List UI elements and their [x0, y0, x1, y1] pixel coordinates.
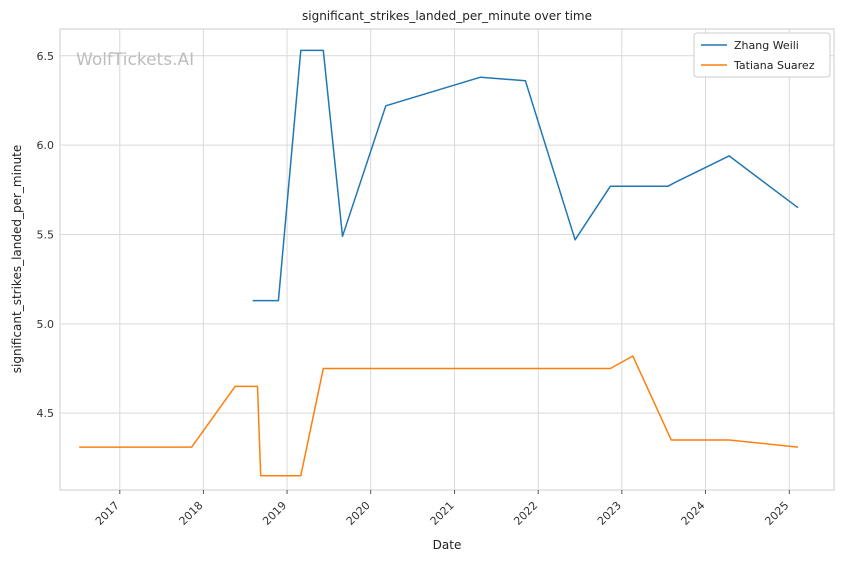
legend-entry-zhang-weili: Zhang Weili: [734, 39, 799, 52]
legend-entry-tatiana-suarez: Tatiana Suarez: [733, 59, 815, 72]
series-line-tatiana-suarez: [79, 355, 799, 477]
y-axis-ticks: 4.5 5.0 5.5 6.0 6.5: [37, 50, 55, 420]
x-tick-label: 2020: [344, 499, 373, 528]
series-line-zhang-weili: [252, 49, 799, 302]
x-tick-label: 2017: [93, 499, 122, 528]
y-tick-label: 5.5: [37, 228, 55, 241]
x-tick-label: 2024: [679, 499, 708, 528]
x-tick-label: 2019: [260, 499, 289, 528]
x-axis-ticks: 2017 2018 2019 2020 2021 2022 2023 2024 2025: [93, 490, 791, 528]
y-tick-label: 6.5: [37, 50, 55, 63]
chart-title: significant_strikes_landed_per_minute ov…: [302, 9, 592, 23]
x-tick-label: 2021: [428, 499, 457, 528]
x-tick-label: 2022: [511, 499, 540, 528]
x-tick-label: 2023: [595, 499, 624, 528]
y-tick-label: 4.5: [37, 407, 55, 420]
y-axis-label: significant_strikes_landed_per_minute: [10, 145, 24, 374]
legend: Zhang Weili Tatiana Suarez: [693, 32, 831, 78]
y-tick-label: 5.0: [37, 318, 55, 331]
x-tick-label: 2018: [177, 499, 206, 528]
y-tick-label: 6.0: [37, 139, 55, 152]
watermark: WolfTickets.AI: [76, 50, 194, 70]
legend-box: [693, 32, 831, 78]
x-tick-label: 2025: [762, 499, 791, 528]
grid-lines: [60, 29, 834, 490]
x-axis-label: Date: [433, 538, 462, 552]
series-lines: [79, 49, 799, 477]
plot-area: [59, 28, 835, 491]
